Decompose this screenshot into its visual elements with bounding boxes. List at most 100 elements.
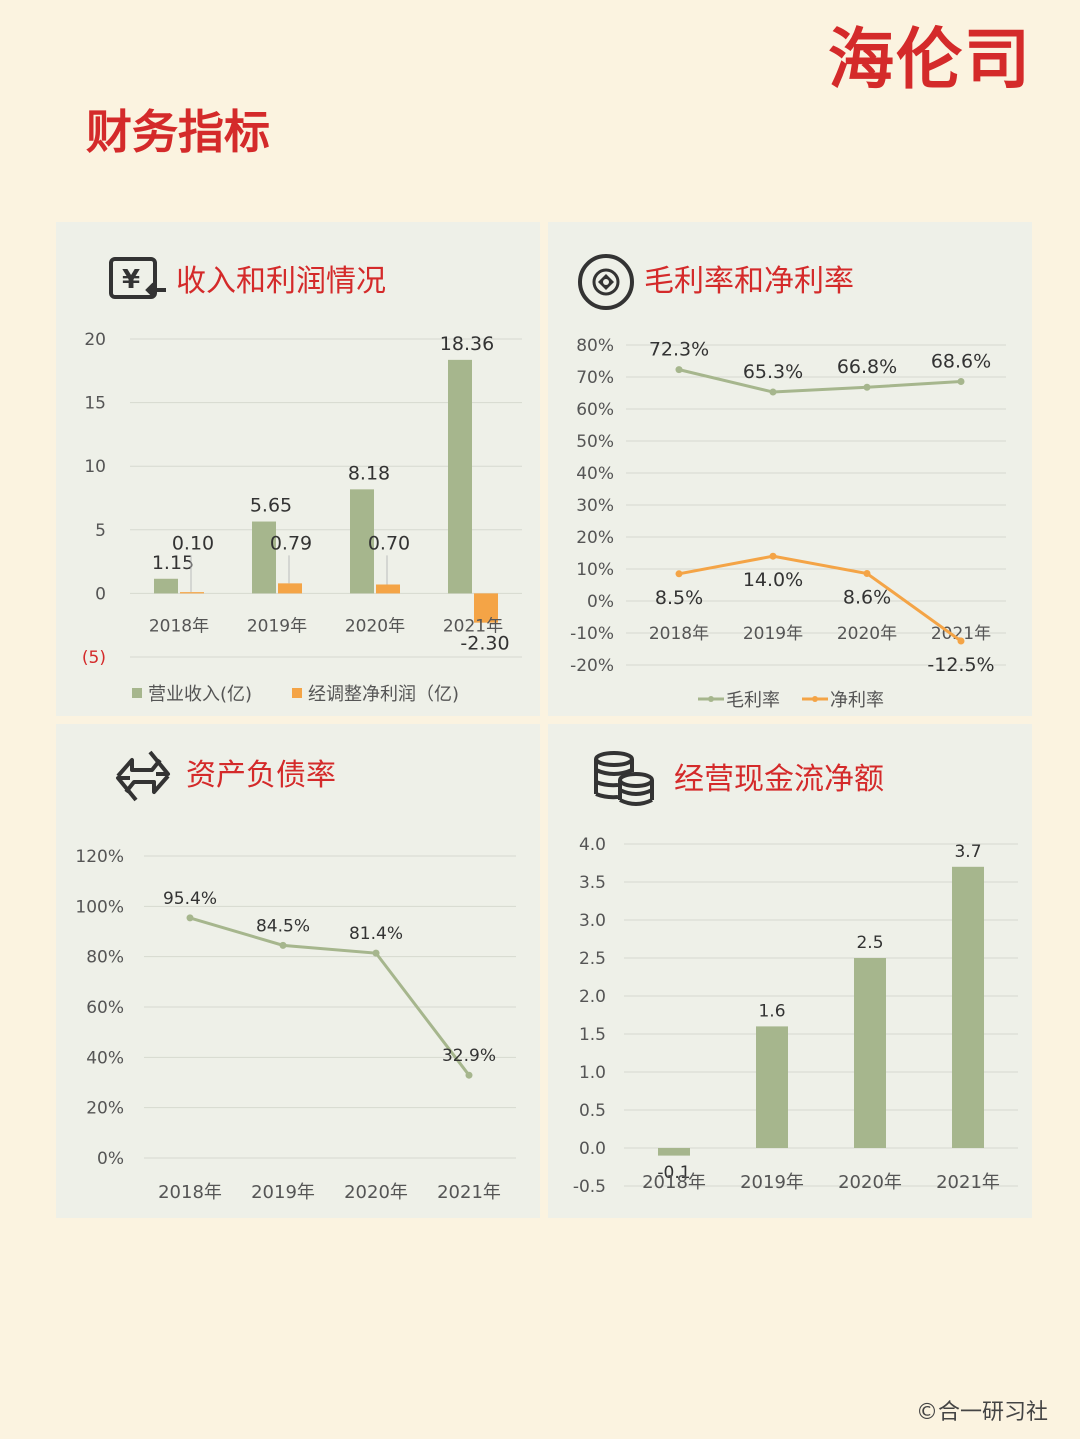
x-tick-label: 2021年 [437, 1182, 501, 1203]
coin-stack-icon [594, 751, 654, 806]
x-tick-label: 2018年 [149, 616, 209, 636]
debt-ratio-point [372, 949, 380, 957]
page-title: 财务指标 [86, 105, 270, 159]
x-tick-label: 2019年 [743, 624, 803, 644]
x-tick-label: 2021年 [936, 1172, 1000, 1193]
debt-ratio-point [279, 941, 287, 949]
revenue-data-label: 18.36 [440, 333, 494, 355]
net-margin-label: -12.5% [927, 654, 994, 676]
y-tick-label: 20% [86, 1099, 124, 1119]
x-tick-label: 2019年 [740, 1172, 804, 1193]
margins-chart: 80% 70% 60% 50% 40% 30% 20% 10% 0% -10% -20% 2018年 2… [570, 336, 1006, 711]
y-tick-label: 40% [86, 1048, 124, 1068]
cashflow-data-label: 1.6 [758, 1001, 785, 1021]
legend-marker-net [812, 696, 818, 702]
margins-panel: 毛利率和净利率 80% 70% 60% 50% 40% 30% 20% 10% 0% -10% -2… [548, 222, 1032, 716]
y-tick-label: 80% [86, 948, 124, 968]
cashflow-bar [756, 1026, 788, 1148]
y-tick-label: 10 [84, 457, 106, 477]
legend-marker-gross [708, 696, 714, 702]
profit-bar [376, 584, 400, 594]
y-tick-label: -10% [570, 624, 614, 644]
panel-title-cashflow: 经营现金流净额 [674, 762, 884, 797]
net-margin-label: 8.5% [655, 587, 703, 609]
y-tick-label: 1.0 [579, 1063, 606, 1083]
cashflow-data-label: 3.7 [954, 842, 981, 862]
x-tick-label: 2018年 [649, 624, 709, 644]
cashflow-bar [952, 866, 984, 1148]
panel-title-revenue: 收入和利润情况 [176, 264, 386, 299]
gross-margin-label: 68.6% [931, 350, 991, 372]
y-tick-label: 20% [576, 528, 614, 548]
y-tick-label: 30% [576, 496, 614, 516]
y-tick-label: 50% [576, 432, 614, 452]
profit-data-label: 0.79 [270, 532, 312, 554]
y-tick-label: 0.0 [579, 1139, 606, 1159]
revenue-data-label: 1.15 [152, 552, 194, 574]
net-margin-point [863, 569, 871, 577]
cashflow-data-label: 2.5 [856, 933, 883, 953]
x-tick-label: 2019年 [247, 616, 307, 636]
x-tick-label: 2019年 [251, 1182, 315, 1203]
legend-swatch-profit [292, 688, 302, 698]
panel-title-debt: 资产负债率 [186, 758, 336, 793]
y-tick-label: 100% [75, 897, 124, 917]
gross-margin-point [957, 377, 965, 385]
y-tick-label: 0.5 [579, 1101, 606, 1121]
profit-data-label: -2.30 [460, 632, 509, 654]
cashflow-chart: 4.0 3.5 3.0 2.5 2.0 1.5 1.0 0.5 0.0 -0.5 -0.12018年… [573, 835, 1018, 1197]
x-tick-label: 2018年 [158, 1182, 222, 1203]
y-tick-label: (5) [82, 648, 106, 668]
yuan-exchange-icon: ¥ [109, 257, 166, 299]
revenue-profit-panel: ¥ 收入和利润情况 20 15 10 5 0 (5) 1.15 0.10 2018年 5.65 0.… [56, 222, 540, 716]
gross-margin-label: 65.3% [743, 361, 803, 383]
y-tick-label: 120% [75, 847, 124, 867]
exchange-arrows-icon [116, 750, 170, 802]
gross-margin-label: 66.8% [837, 356, 897, 378]
y-tick-label: 40% [576, 464, 614, 484]
copyright: ©合一研习社 [915, 1400, 1048, 1425]
net-margin-point [675, 570, 683, 578]
y-tick-label: 20 [84, 330, 106, 350]
net-margin-point [769, 552, 777, 560]
debt-ratio-point [186, 914, 194, 922]
y-tick-label: 2.5 [579, 949, 606, 969]
debt-chart: 120% 100% 80% 60% 40% 20% 0% 2018年 2019年 2020年 202… [75, 847, 516, 1203]
x-tick-label: 2020年 [837, 624, 897, 644]
debt-ratio-point [465, 1071, 473, 1079]
profit-data-label: 0.70 [368, 532, 410, 554]
profit-bar [474, 593, 498, 623]
y-tick-label: 70% [576, 368, 614, 388]
gross-margin-point [675, 366, 683, 374]
revenue-profit-chart: 20 15 10 5 0 (5) 1.150.10 2018年 5.65 0.79 2019年 8.1… [82, 330, 522, 705]
y-tick-label: 1.5 [579, 1025, 606, 1045]
y-tick-label: -20% [570, 656, 614, 676]
brand-logo: 海伦司 [828, 21, 1032, 98]
y-tick-label: 0% [587, 592, 614, 612]
x-tick-label: 2021年 [443, 616, 503, 636]
legend-label-net: 净利率 [830, 690, 884, 711]
y-tick-label: 3.0 [579, 911, 606, 931]
debt-ratio-label: 95.4% [163, 889, 217, 909]
legend-swatch-revenue [132, 688, 142, 698]
gross-margin-label: 72.3% [649, 339, 709, 361]
coin-circle-icon [578, 254, 634, 310]
profit-data-label: 0.10 [172, 532, 214, 554]
y-tick-label: 60% [576, 400, 614, 420]
x-tick-label: 2020年 [838, 1172, 902, 1193]
debt-ratio-label: 81.4% [349, 924, 403, 944]
gross-margin-point [769, 388, 777, 396]
gross-margin-line [678, 368, 962, 394]
y-tick-label: -0.5 [573, 1177, 606, 1197]
y-tick-label: 60% [86, 998, 124, 1018]
profit-bar [278, 583, 302, 594]
y-tick-label: 4.0 [579, 835, 606, 855]
revenue-bar [252, 521, 276, 594]
x-tick-label: 2018年 [642, 1172, 706, 1193]
legend-label-profit: 经调整净利润（亿) [308, 684, 459, 705]
legend-label-revenue: 营业收入(亿) [148, 684, 252, 705]
profit-bar [180, 592, 204, 594]
cashflow-bar [658, 1148, 690, 1156]
revenue-bar [350, 489, 374, 594]
net-margin-label: 14.0% [743, 569, 803, 591]
